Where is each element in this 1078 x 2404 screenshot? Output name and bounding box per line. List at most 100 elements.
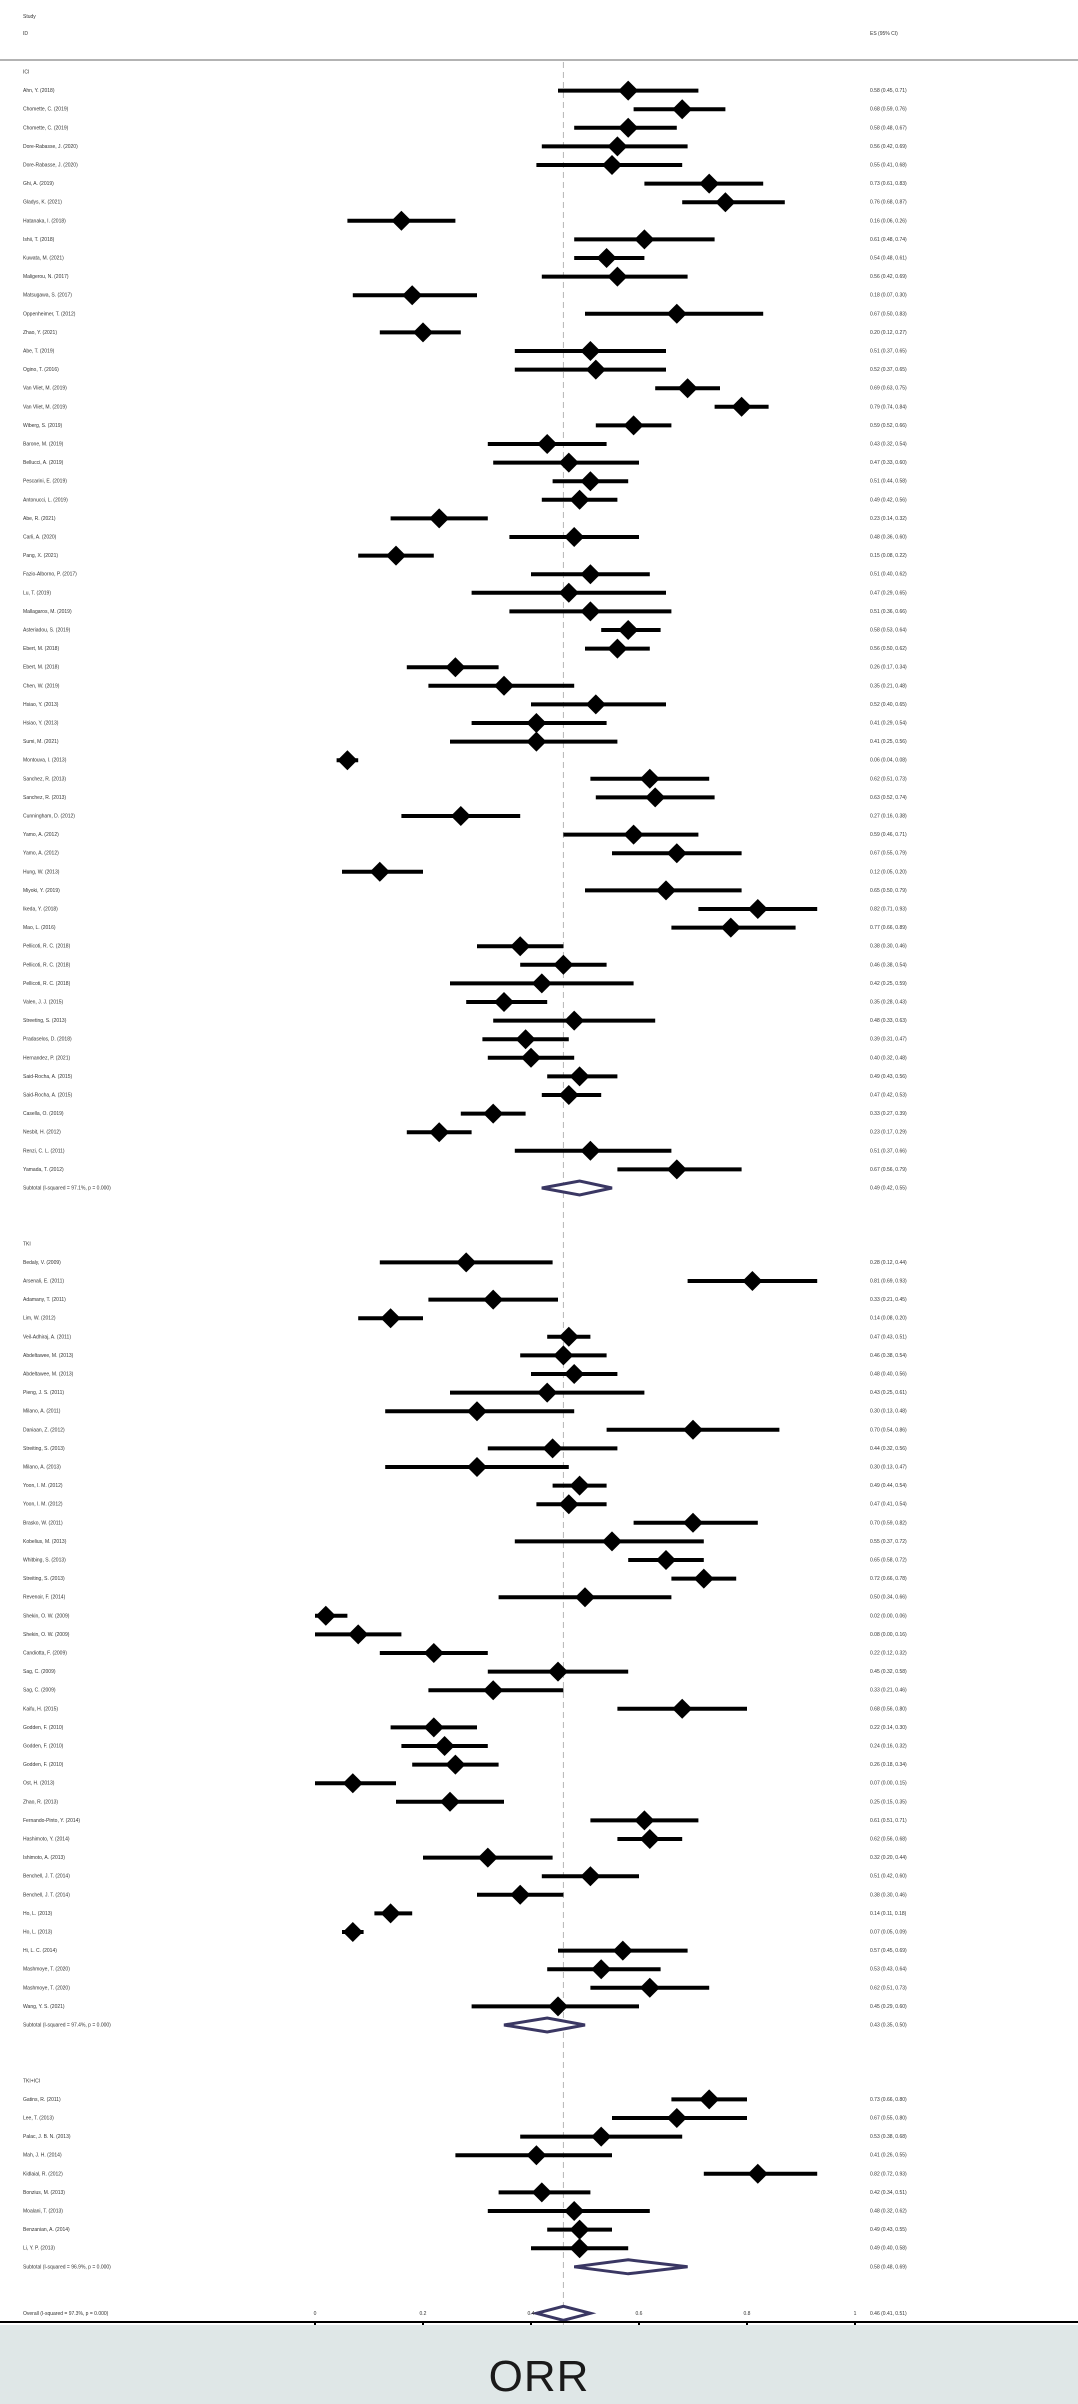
point-estimate xyxy=(613,1941,633,1961)
study-label: Lim, W. (2012) xyxy=(23,1316,56,1322)
effect-size-text: 0.45 (0.29, 0.60) xyxy=(870,2004,907,2010)
effect-size-text: 0.62 (0.56, 0.68) xyxy=(870,1837,907,1843)
point-estimate xyxy=(683,1420,703,1440)
study-label: Mao, L. (2016) xyxy=(23,925,56,931)
study-label: Chomette, C. (2019) xyxy=(23,125,69,131)
effect-size-text: 0.67 (0.56, 0.79) xyxy=(870,1167,907,1173)
point-estimate xyxy=(548,1662,568,1682)
effect-size-text: 0.40 (0.32, 0.48) xyxy=(870,1055,907,1061)
group-label: ICI xyxy=(23,70,29,76)
effect-size-text: 0.44 (0.32, 0.56) xyxy=(870,1446,907,1452)
study-label: Pellicoti, R. C. (2018) xyxy=(23,981,71,987)
forest-plot-body: ICI Ahn, Y. (2018) 0.58 (0.45, 0.71) Chomet… xyxy=(23,62,907,2330)
effect-size-text: 0.26 (0.17, 0.34) xyxy=(870,665,907,671)
study-label: Abdeltawee, M. (2013) xyxy=(23,1372,74,1378)
effect-size-text: 0.47 (0.42, 0.53) xyxy=(870,1093,907,1099)
point-estimate xyxy=(667,304,687,324)
point-estimate xyxy=(559,583,579,603)
study-label: Renzi, C. L. (2011) xyxy=(23,1148,65,1154)
point-estimate xyxy=(634,229,654,249)
study-label: Milano, A. (2013) xyxy=(23,1465,61,1471)
effect-size-text: 0.46 (0.38, 0.54) xyxy=(870,1353,907,1359)
study-label: Carli, A. (2020) xyxy=(23,535,57,541)
study-label: Hi, L. C. (2014) xyxy=(23,1948,57,1954)
effect-size-text: 0.41 (0.25, 0.56) xyxy=(870,739,907,745)
study-label: Oppenheimer, T. (2012) xyxy=(23,311,76,317)
study-label: Wiberg, S. (2019) xyxy=(23,423,63,429)
effect-size-text: 0.07 (0.05, 0.09) xyxy=(870,1930,907,1936)
study-label: Gatins, R. (2011) xyxy=(23,2097,61,2103)
study-label: Hung, W. (2013) xyxy=(23,869,60,875)
effect-size-text: 0.28 (0.12, 0.44) xyxy=(870,1260,907,1266)
study-label: Pradaselos, D. (2018) xyxy=(23,1037,72,1043)
point-estimate xyxy=(580,601,600,621)
study-label: Ishii, T. (2018) xyxy=(23,237,55,243)
study-label: Sag, C. (2009) xyxy=(23,1669,56,1675)
study-label: Pellicoti, R. C. (2018) xyxy=(23,944,71,950)
effect-size-text: 0.22 (0.12, 0.32) xyxy=(870,1651,907,1657)
study-label: Ost, H. (2013) xyxy=(23,1781,55,1787)
effect-size-text: 0.58 (0.45, 0.71) xyxy=(870,88,907,94)
point-estimate xyxy=(607,136,627,156)
effect-size-text: 0.56 (0.42, 0.69) xyxy=(870,144,907,150)
study-label: Ho, L. (2013) xyxy=(23,1930,53,1936)
study-label: Ahn, Y. (2018) xyxy=(23,88,55,94)
point-estimate xyxy=(570,1476,590,1496)
study-label: Ebert, M. (2018) xyxy=(23,665,59,671)
study-label: Li, Y. P. (2013) xyxy=(23,2246,55,2252)
point-estimate xyxy=(748,2164,768,2184)
effect-size-text: 0.51 (0.42, 0.60) xyxy=(870,1874,907,1880)
column-header-es: ES (95% CI) xyxy=(870,31,898,37)
effect-size-text: 0.23 (0.17, 0.29) xyxy=(870,1130,907,1136)
x-axis-tick-label: 0.2 xyxy=(420,2311,427,2317)
effect-size-text: 0.51 (0.36, 0.66) xyxy=(870,609,907,615)
study-label: Zhao, R. (2013) xyxy=(23,1799,58,1805)
point-estimate xyxy=(532,973,552,993)
effect-size-text: 0.25 (0.15, 0.35) xyxy=(870,1799,907,1805)
effect-size-text: 0.22 (0.14, 0.30) xyxy=(870,1725,907,1731)
point-estimate xyxy=(602,1531,622,1551)
point-estimate xyxy=(667,2108,687,2128)
study-label: Milano, A. (2011) xyxy=(23,1409,61,1415)
effect-size-text: 0.49 (0.44, 0.54) xyxy=(870,1483,907,1489)
overall-effect-text: 0.46 (0.41, 0.51) xyxy=(870,2311,907,2317)
column-header-study: Study xyxy=(23,14,36,20)
point-estimate xyxy=(537,1383,557,1403)
study-label: Nesbit, H. (2012) xyxy=(23,1130,61,1136)
effect-size-text: 0.48 (0.33, 0.63) xyxy=(870,1018,907,1024)
effect-size-text: 0.76 (0.68, 0.87) xyxy=(870,200,907,206)
point-estimate xyxy=(656,880,676,900)
effect-size-text: 0.63 (0.52, 0.74) xyxy=(870,795,907,801)
study-label: Benzanian, A. (2014) xyxy=(23,2227,70,2233)
study-label: Daniaan, Z. (2012) xyxy=(23,1427,65,1433)
group-label: TKI+ICI xyxy=(23,2078,40,2084)
point-estimate xyxy=(456,1252,476,1272)
point-estimate xyxy=(559,1494,579,1514)
study-label: Barone, M. (2019) xyxy=(23,442,64,448)
study-label: Whitbing, S. (2013) xyxy=(23,1558,66,1564)
effect-size-text: 0.53 (0.43, 0.64) xyxy=(870,1967,907,1973)
effect-size-text: 0.27 (0.16, 0.38) xyxy=(870,814,907,820)
study-label: Sanchez, R. (2013) xyxy=(23,795,66,801)
effect-size-text: 0.14 (0.08, 0.20) xyxy=(870,1316,907,1322)
point-estimate xyxy=(667,843,687,863)
effect-size-text: 0.23 (0.14, 0.32) xyxy=(870,516,907,522)
effect-size-text: 0.26 (0.18, 0.34) xyxy=(870,1762,907,1768)
point-estimate xyxy=(699,2089,719,2109)
x-axis-tick-label: 1 xyxy=(854,2311,857,2317)
effect-size-text: 0.38 (0.30, 0.46) xyxy=(870,1892,907,1898)
effect-size-text: 0.52 (0.40, 0.65) xyxy=(870,702,907,708)
effect-size-text: 0.08 (0.00, 0.16) xyxy=(870,1632,907,1638)
point-estimate xyxy=(435,1736,455,1756)
effect-size-text: 0.48 (0.40, 0.56) xyxy=(870,1372,907,1378)
subtotal-effect-text: 0.43 (0.35, 0.50) xyxy=(870,2023,907,2029)
study-label: Revenoir, F. (2014) xyxy=(23,1595,66,1601)
point-estimate xyxy=(526,2145,546,2165)
effect-size-text: 0.16 (0.06, 0.26) xyxy=(870,218,907,224)
effect-size-text: 0.42 (0.25, 0.59) xyxy=(870,981,907,987)
effect-size-text: 0.67 (0.50, 0.83) xyxy=(870,311,907,317)
study-label: Benchell, J. T. (2014) xyxy=(23,1874,70,1880)
study-label: Gladys, K. (2021) xyxy=(23,200,62,206)
point-estimate xyxy=(429,508,449,528)
column-header-id: ID xyxy=(23,31,28,37)
